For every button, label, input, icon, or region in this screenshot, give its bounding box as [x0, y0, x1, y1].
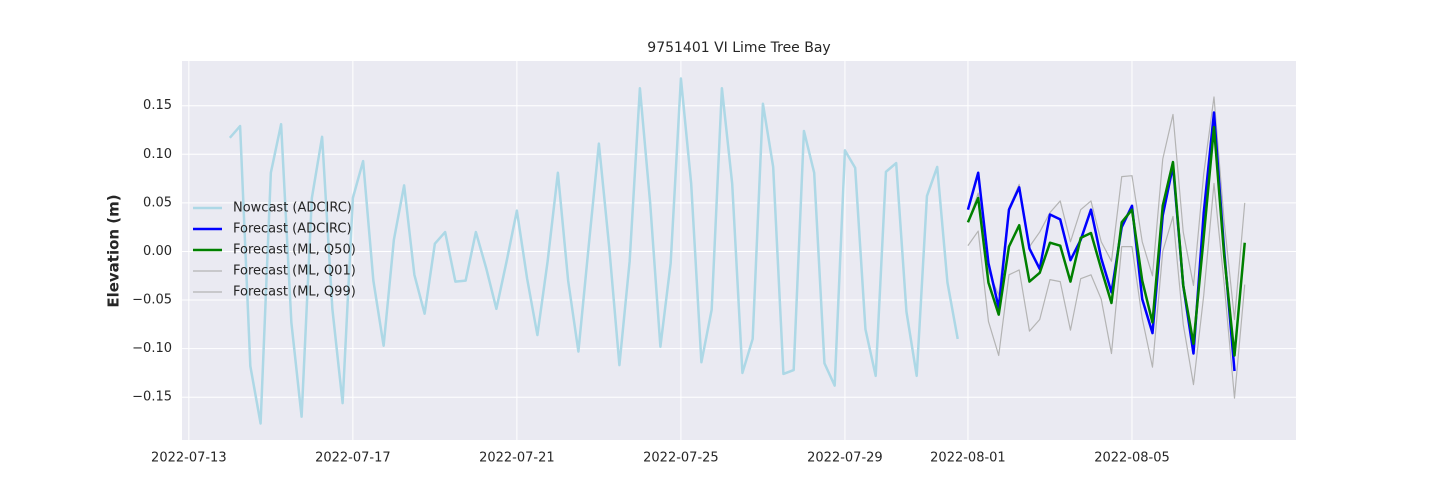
chart-title: 9751401 VI Lime Tree Bay	[647, 40, 830, 56]
y-tick-label: 0.00	[143, 244, 172, 259]
y-tick-label: 0.05	[143, 195, 172, 210]
x-tick-label: 2022-07-21	[479, 451, 555, 466]
legend: Nowcast (ADCIRC) Forecast (ADCIRC) Forecas…	[193, 201, 356, 300]
x-tick-label: 2022-07-17	[315, 451, 391, 466]
series-line	[967, 182, 1246, 399]
x-tick-label: 2022-07-25	[643, 451, 719, 466]
legend-label: Nowcast (ADCIRC)	[233, 201, 352, 216]
lines	[228, 77, 1246, 425]
y-axis-label: Elevation (m)	[105, 194, 123, 307]
series-line	[966, 125, 1246, 357]
legend-label: Forecast (ML, Q99)	[233, 285, 356, 300]
y-tick-label: −0.10	[132, 341, 172, 356]
x-tick-label: 2022-07-29	[807, 451, 883, 466]
x-tick-label: 2022-07-13	[151, 451, 227, 466]
y-tick-label: −0.15	[132, 390, 172, 405]
legend-label: Forecast (ML, Q50)	[233, 243, 356, 258]
legend-label: Forecast (ML, Q01)	[233, 264, 356, 279]
x-tick-label: 2022-08-01	[930, 451, 1006, 466]
x-tick-label: 2022-08-05	[1094, 451, 1170, 466]
y-tick-label: 0.15	[143, 98, 172, 113]
y-tick-label: 0.10	[143, 147, 172, 162]
plot-area	[182, 61, 1296, 440]
y-tick-label: −0.05	[132, 293, 172, 308]
series-line	[228, 77, 959, 425]
legend-label: Forecast (ADCIRC)	[233, 222, 352, 237]
